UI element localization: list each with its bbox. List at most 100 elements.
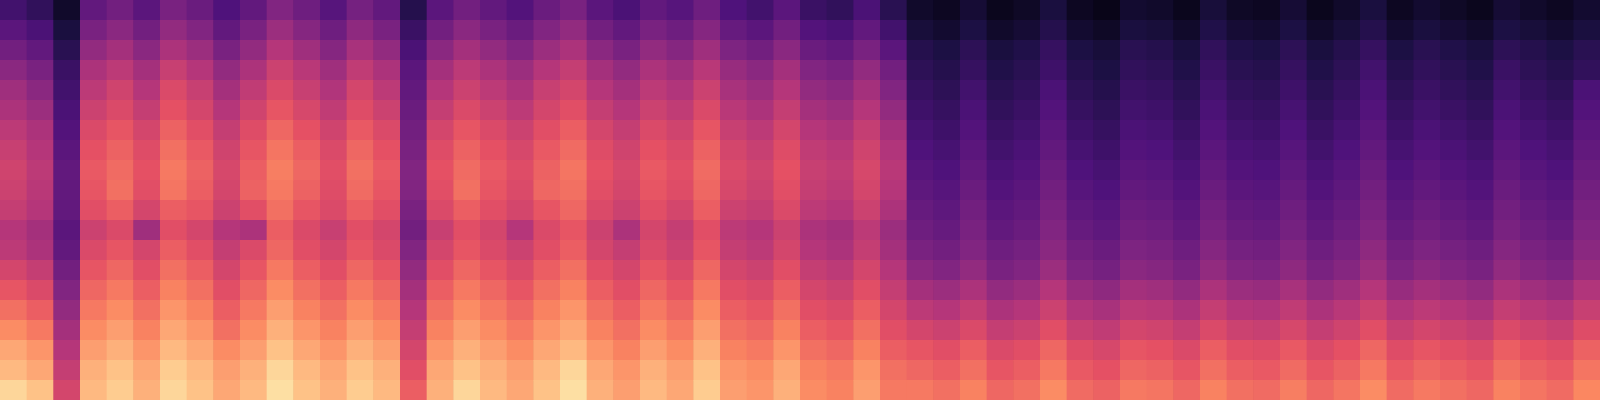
cell: [133, 60, 160, 81]
cell: [1547, 360, 1574, 381]
cell: [1120, 160, 1147, 181]
cell: [587, 200, 614, 221]
cell: [720, 60, 747, 81]
cell: [480, 40, 507, 61]
cell: [1333, 40, 1360, 61]
cell: [1440, 320, 1467, 341]
cell: [1093, 180, 1120, 201]
cell: [293, 100, 320, 121]
cell: [1333, 80, 1360, 101]
cell: [773, 280, 800, 301]
cell: [613, 260, 640, 281]
cell: [1440, 360, 1467, 381]
cell: [133, 80, 160, 101]
cell: [587, 80, 614, 101]
cell: [1413, 240, 1440, 261]
cell: [107, 340, 134, 361]
cell: [827, 100, 854, 121]
cell: [1253, 360, 1280, 381]
cell: [373, 160, 400, 181]
cell: [1333, 280, 1360, 301]
cell: [1040, 120, 1067, 141]
cell: [480, 300, 507, 321]
cell: [347, 340, 374, 361]
cell: [1227, 100, 1254, 121]
cell: [107, 180, 134, 201]
cell: [267, 260, 294, 281]
cell: [347, 180, 374, 201]
cell: [1280, 360, 1307, 381]
cell: [693, 20, 720, 41]
cell: [533, 320, 560, 341]
cell: [827, 280, 854, 301]
cell: [933, 60, 960, 81]
cell: [587, 180, 614, 201]
cell: [1387, 200, 1414, 221]
cell: [107, 160, 134, 181]
cell: [1253, 120, 1280, 141]
cell: [907, 140, 934, 161]
cell: [613, 180, 640, 201]
cell: [1467, 220, 1494, 241]
cell: [53, 200, 80, 221]
cell: [320, 380, 347, 400]
cell: [213, 200, 240, 221]
cell: [1493, 60, 1520, 81]
cell: [1360, 280, 1387, 301]
cell: [133, 240, 160, 261]
cell: [0, 20, 27, 41]
cell: [1387, 360, 1414, 381]
cell: [1280, 140, 1307, 161]
cell: [960, 200, 987, 221]
cell: [747, 100, 774, 121]
cell: [320, 60, 347, 81]
cell: [320, 300, 347, 321]
cell: [507, 0, 534, 21]
cell: [853, 0, 880, 21]
cell: [1173, 200, 1200, 221]
cell: [1093, 360, 1120, 381]
cell: [507, 340, 534, 361]
cell: [560, 0, 587, 21]
cell: [1493, 80, 1520, 101]
cell: [613, 100, 640, 121]
cell: [613, 200, 640, 221]
cell: [667, 120, 694, 141]
cell: [240, 340, 267, 361]
cell: [1120, 300, 1147, 321]
cell: [1467, 340, 1494, 361]
cell: [560, 140, 587, 161]
cell: [667, 280, 694, 301]
cell: [987, 0, 1014, 21]
cell: [107, 40, 134, 61]
cell: [560, 80, 587, 101]
cell: [267, 40, 294, 61]
cell: [187, 60, 214, 81]
cell: [1093, 0, 1120, 21]
cell: [907, 380, 934, 400]
cell: [1147, 260, 1174, 281]
cell: [1280, 60, 1307, 81]
cell: [80, 140, 107, 161]
cell: [720, 80, 747, 101]
cell: [0, 380, 27, 400]
cell: [960, 160, 987, 181]
cell: [1227, 140, 1254, 161]
cell: [1147, 60, 1174, 81]
cell: [1253, 40, 1280, 61]
cell: [1547, 240, 1574, 261]
cell: [1013, 80, 1040, 101]
cell: [693, 100, 720, 121]
cell: [533, 200, 560, 221]
cell: [267, 300, 294, 321]
cell: [747, 60, 774, 81]
cell: [987, 220, 1014, 241]
cell: [427, 360, 454, 381]
cell: [667, 60, 694, 81]
cell: [507, 280, 534, 301]
cell: [907, 280, 934, 301]
cell: [1147, 320, 1174, 341]
cell: [613, 20, 640, 41]
cell: [480, 340, 507, 361]
cell: [800, 360, 827, 381]
